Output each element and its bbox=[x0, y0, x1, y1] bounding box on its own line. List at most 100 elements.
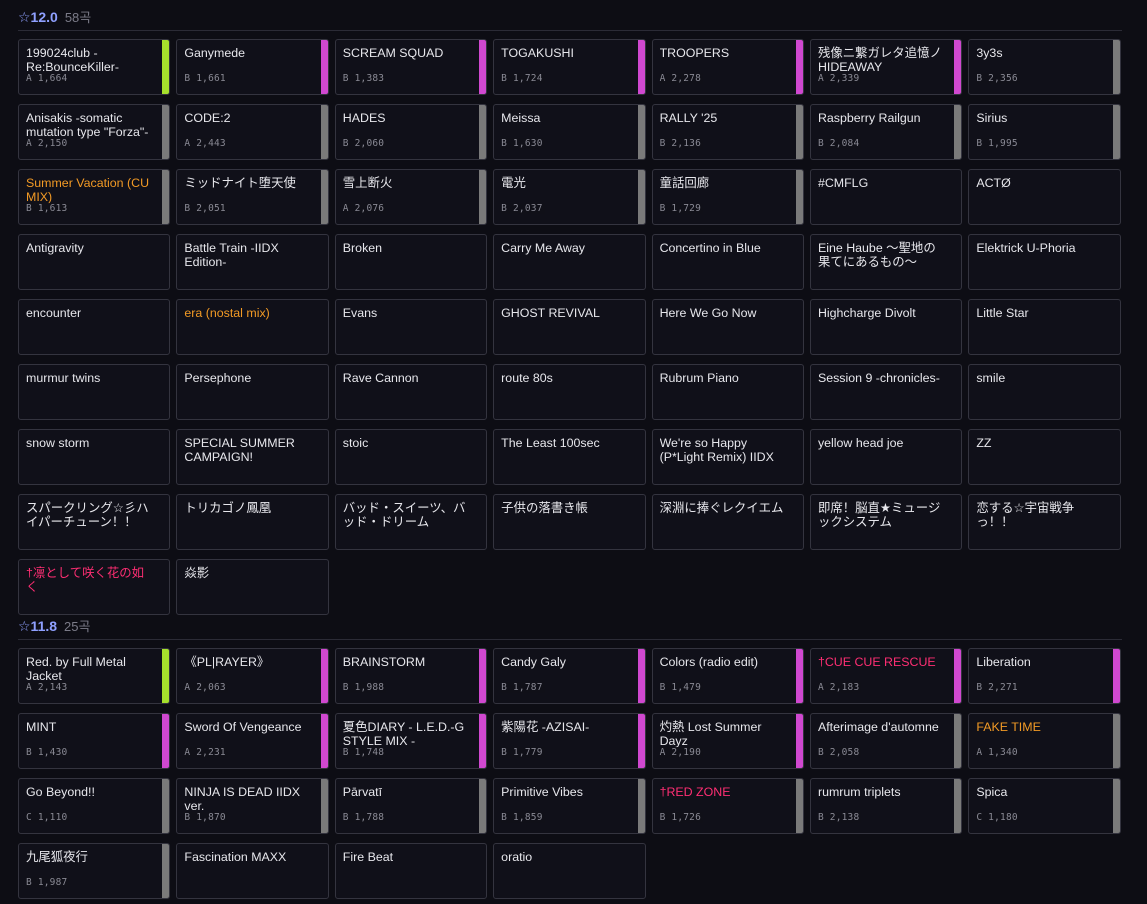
song-title: Sirius bbox=[976, 111, 1008, 125]
song-card[interactable]: RALLY '25 B 2,136 bbox=[651, 104, 804, 160]
song-card[interactable]: 九尾狐夜行 B 1,987 bbox=[18, 843, 171, 899]
song-card[interactable]: Sword Of Vengeance A 2,231 bbox=[176, 713, 329, 769]
clear-lamp-bar bbox=[162, 844, 170, 898]
clear-lamp-bar bbox=[479, 649, 487, 703]
song-card[interactable]: Little Star bbox=[968, 299, 1121, 355]
song-meta: B 2,060 bbox=[342, 138, 387, 149]
song-card[interactable]: Summer Vacation (CU MIX) B 1,613 bbox=[18, 169, 171, 225]
song-card[interactable]: ミッドナイト堕天使 B 2,051 bbox=[176, 169, 329, 225]
song-card[interactable]: Here We Go Now bbox=[651, 299, 804, 355]
song-card[interactable]: stoic bbox=[334, 429, 488, 485]
song-meta: B 1,787 bbox=[501, 682, 545, 693]
song-card[interactable]: ACTØ bbox=[968, 169, 1121, 225]
song-card[interactable]: TOGAKUSHI B 1,724 bbox=[493, 39, 646, 95]
song-card[interactable]: Meissa B 1,630 bbox=[493, 104, 646, 160]
song-card[interactable]: Red. by Full Metal Jacket A 2,143 bbox=[18, 648, 171, 704]
song-card[interactable]: Colors (radio edit) B 1,479 bbox=[651, 648, 804, 704]
song-card[interactable]: Antigravity bbox=[18, 234, 171, 290]
song-card[interactable]: Rubrum Piano bbox=[651, 364, 804, 420]
song-title: Spica bbox=[976, 785, 1008, 799]
song-title: encounter bbox=[26, 306, 82, 320]
song-card[interactable]: TROOPERS A 2,278 bbox=[651, 39, 804, 95]
song-card[interactable]: Rave Cannon bbox=[334, 364, 488, 420]
song-card[interactable]: 童話回廊 B 1,729 bbox=[651, 169, 804, 225]
song-card[interactable]: 紫陽花 -AZISAI- B 1,779 bbox=[493, 713, 646, 769]
song-card[interactable]: Highcharge Divolt bbox=[809, 299, 963, 355]
song-card[interactable]: HADES B 2,060 bbox=[334, 104, 488, 160]
song-card[interactable]: Afterimage d'automne B 2,058 bbox=[809, 713, 963, 769]
song-count: 25곡 bbox=[64, 619, 91, 634]
song-card[interactable]: Go Beyond!! C 1,110 bbox=[18, 778, 171, 834]
song-card[interactable]: BRAINSTORM B 1,988 bbox=[334, 648, 488, 704]
song-card[interactable]: Ganymede B 1,661 bbox=[176, 39, 329, 95]
song-card[interactable]: GHOST REVIVAL bbox=[493, 299, 646, 355]
song-card[interactable]: 恋する☆宇宙戦争っ！！ bbox=[968, 494, 1121, 550]
song-card[interactable]: Primitive Vibes B 1,859 bbox=[493, 778, 646, 834]
song-card[interactable]: 電光 B 2,037 bbox=[493, 169, 646, 225]
song-card[interactable]: †RED ZONE B 1,726 bbox=[651, 778, 804, 834]
clear-lamp-bar bbox=[637, 714, 645, 768]
song-card[interactable]: †CUE CUE RESCUE A 2,183 bbox=[809, 648, 963, 704]
song-card[interactable]: yellow head joe bbox=[809, 429, 963, 485]
song-card[interactable]: 子供の落書き帳 bbox=[493, 494, 646, 550]
song-card[interactable]: 深淵に捧ぐレクイエム bbox=[651, 494, 804, 550]
song-card[interactable]: Fire Beat bbox=[334, 843, 488, 899]
song-card[interactable]: We're so Happy (P*Light Remix) IIDX ver. bbox=[651, 429, 804, 485]
song-card[interactable]: †凛として咲く花の如く bbox=[18, 559, 171, 615]
song-card[interactable]: Persephone bbox=[176, 364, 329, 420]
song-card[interactable]: Liberation B 2,271 bbox=[968, 648, 1121, 704]
song-card[interactable]: Spica C 1,180 bbox=[968, 778, 1121, 834]
song-card[interactable]: Carry Me Away bbox=[493, 234, 646, 290]
song-card[interactable]: Pārvatī B 1,788 bbox=[334, 778, 488, 834]
song-card[interactable]: 残像ニ繋ガレタ追憶ノHIDEAWAY A 2,339 bbox=[809, 39, 963, 95]
song-card[interactable]: rumrum triplets B 2,138 bbox=[809, 778, 963, 834]
song-card[interactable]: Battle Train -IIDX Edition- bbox=[176, 234, 329, 290]
song-card[interactable]: SPECIAL SUMMER CAMPAIGN! bbox=[176, 429, 329, 485]
song-card[interactable]: encounter bbox=[18, 299, 171, 355]
song-card[interactable]: Evans bbox=[334, 299, 488, 355]
song-card[interactable]: FAKE TIME A 1,340 bbox=[968, 713, 1121, 769]
song-card[interactable]: 199024club -Re:BounceKiller- A 1,664 bbox=[18, 39, 171, 95]
song-card[interactable]: era (nostal mix) bbox=[176, 299, 329, 355]
song-card[interactable]: snow storm bbox=[18, 429, 171, 485]
clear-lamp-bar bbox=[1112, 779, 1120, 833]
song-card[interactable]: SCREAM SQUAD B 1,383 bbox=[334, 39, 488, 95]
song-card[interactable]: smile bbox=[968, 364, 1121, 420]
song-card[interactable]: Fascination MAXX bbox=[176, 843, 329, 899]
song-card[interactable]: Anisakis -somatic mutation type "Forza"-… bbox=[18, 104, 171, 160]
song-card[interactable]: murmur twins bbox=[18, 364, 171, 420]
song-card[interactable]: MINT B 1,430 bbox=[18, 713, 171, 769]
song-card[interactable]: トリカゴノ鳳凰 bbox=[176, 494, 329, 550]
song-card[interactable]: Candy Galy B 1,787 bbox=[493, 648, 646, 704]
song-card[interactable]: 夏色DIARY - L.E.D.-G STYLE MIX -B 1,748 bbox=[334, 713, 488, 769]
song-title: Sword Of Vengeance bbox=[184, 720, 302, 734]
song-card[interactable]: 雪上断火 A 2,076 bbox=[334, 169, 488, 225]
song-card[interactable]: oratio bbox=[493, 843, 646, 899]
song-card[interactable]: ZZ bbox=[968, 429, 1121, 485]
song-card[interactable]: バッド・スイーツ、バッド・ドリーム bbox=[334, 494, 488, 550]
song-card[interactable]: 《PL|RAYER》 A 2,063 bbox=[176, 648, 329, 704]
song-card[interactable]: route 80s bbox=[493, 364, 646, 420]
song-card[interactable]: #CMFLG bbox=[809, 169, 963, 225]
song-card[interactable]: 3y3s B 2,356 bbox=[968, 39, 1121, 95]
song-title: 紫陽花 -AZISAI- bbox=[501, 720, 590, 734]
song-card[interactable]: 灼熱 Lost Summer Dayz A 2,190 bbox=[651, 713, 804, 769]
song-card[interactable]: 即席！脳直★ミュージックシステム bbox=[809, 494, 963, 550]
song-card[interactable]: CODE:2 A 2,443 bbox=[176, 104, 329, 160]
song-title: Pārvatī bbox=[342, 785, 383, 799]
song-title: 九尾狐夜行 bbox=[26, 850, 88, 864]
song-card[interactable]: スパークリング☆彡ハイパーチューン！！ bbox=[18, 494, 171, 550]
song-card[interactable]: The Least 100sec bbox=[493, 429, 646, 485]
song-card[interactable]: Eine Haube ～聖地の果てにあるもの～ bbox=[809, 234, 963, 290]
song-card[interactable]: Sirius B 1,995 bbox=[968, 104, 1121, 160]
song-card[interactable]: NINJA IS DEAD IIDX ver. B 1,870 bbox=[176, 778, 329, 834]
level-label: ☆11.8 bbox=[18, 618, 58, 634]
song-card[interactable]: Session 9 -chronicles- bbox=[809, 364, 963, 420]
song-card[interactable]: Concertino in Blue bbox=[651, 234, 804, 290]
song-title: Summer Vacation (CU MIX) bbox=[26, 176, 150, 204]
song-title: yellow head joe bbox=[817, 436, 904, 450]
song-card[interactable]: Elektrick U-Phoria bbox=[968, 234, 1121, 290]
song-card[interactable]: 焱影 bbox=[176, 559, 329, 615]
song-card[interactable]: Raspberry Railgun B 2,084 bbox=[809, 104, 963, 160]
song-card[interactable]: Broken bbox=[334, 234, 488, 290]
